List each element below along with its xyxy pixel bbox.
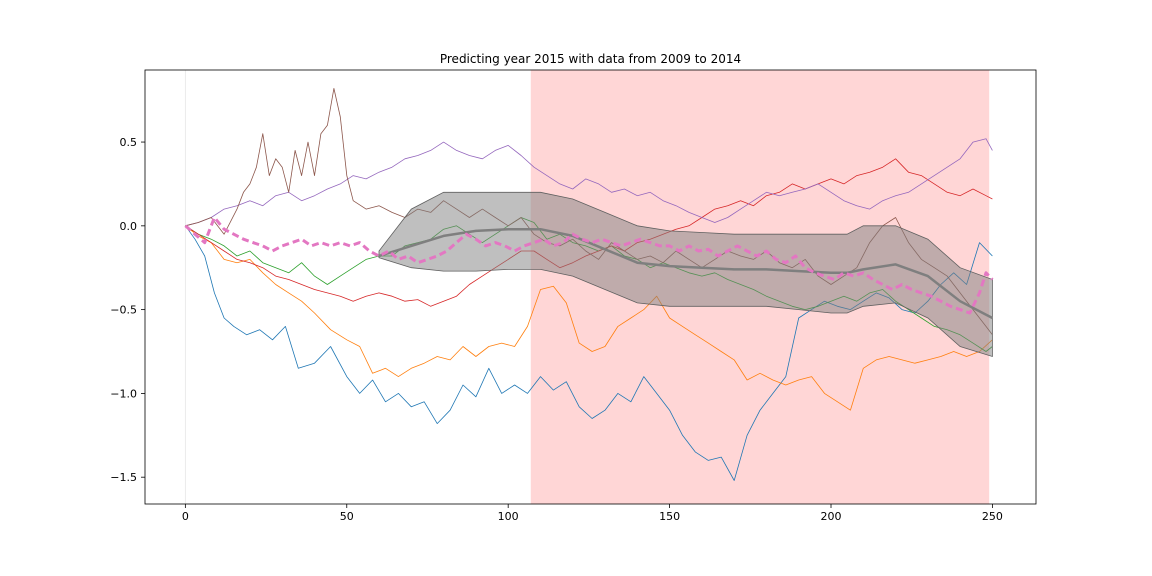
series-line-2 xyxy=(185,225,993,411)
x-tick-label: 100 xyxy=(498,510,519,523)
x-tick-label: 250 xyxy=(982,510,1003,523)
plot-area xyxy=(184,70,994,504)
mean-series-line xyxy=(184,216,994,315)
x-tick-label: 200 xyxy=(821,510,842,523)
y-tick-label: −1.0 xyxy=(110,387,137,400)
axis-ticks: 0 50 100 150 200 250 0.5 0.0 −0.5 −1.0 −1.5 xyxy=(110,136,1003,523)
prediction-band xyxy=(378,191,993,358)
x-tick-label: 50 xyxy=(340,510,354,523)
y-tick-label: 0.5 xyxy=(120,136,138,149)
y-tick-label: 0.0 xyxy=(120,220,138,233)
x-tick-label: 0 xyxy=(182,510,189,523)
x-tick-label: 150 xyxy=(659,510,680,523)
series-line-5 xyxy=(185,138,993,227)
chart-title: Predicting year 2015 with data from 2009… xyxy=(440,52,741,66)
axes-frame xyxy=(144,69,1037,505)
y-tick-label: −0.5 xyxy=(110,304,137,317)
y-tick-label: −1.5 xyxy=(110,471,137,484)
prediction-mean-line xyxy=(378,227,993,320)
